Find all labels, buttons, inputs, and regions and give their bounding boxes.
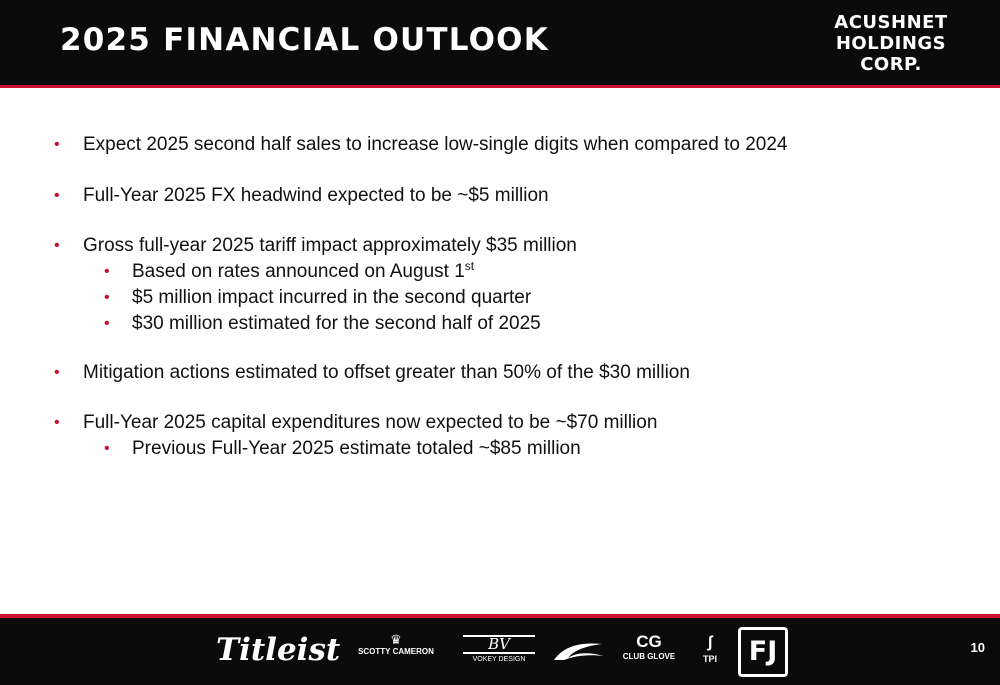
bullet-list: • Expect 2025 second half sales to incre… — [54, 134, 788, 459]
slide-title: 2025 FINANCIAL OUTLOOK — [60, 22, 549, 58]
brand-line-3: CORP. — [860, 54, 922, 75]
scotty-cameron-label: SCOTTY CAMERON — [358, 647, 434, 656]
vokey-logo: BV VOKEY DESIGN — [455, 635, 543, 663]
bullet-dot-icon: • — [54, 364, 60, 381]
bullet-text: $30 million estimated for the second hal… — [132, 313, 541, 334]
club-glove-label: CLUB GLOVE — [622, 652, 676, 661]
bullet-dot-icon: • — [104, 440, 110, 457]
brand-line-2: HOLDINGS — [835, 33, 947, 54]
header-red-rule — [0, 85, 1000, 88]
bullet-text: Mitigation actions estimated to offset g… — [83, 362, 690, 383]
crown-icon: ♛ — [390, 632, 402, 647]
bullet-text: Full-Year 2025 FX headwind expected to b… — [83, 185, 549, 206]
bullet-dot-icon: • — [104, 315, 110, 332]
bullet-superscript: st — [464, 259, 475, 273]
acushnet-logo: ACUSHNET HOLDINGS CORP. — [816, 12, 966, 75]
swoosh-icon — [554, 643, 604, 660]
bullet-text: Gross full-year 2025 tariff impact appro… — [83, 235, 577, 256]
header-band: 2025 FINANCIAL OUTLOOK ACUSHNET HOLDINGS… — [0, 0, 1000, 85]
tpi-logo: ʃ TPI — [697, 632, 723, 664]
bullet-dot-icon: • — [54, 187, 60, 204]
bullet-text: Expect 2025 second half sales to increas… — [83, 134, 788, 155]
footer-band: Titleist ♛ SCOTTY CAMERON BV VOKEY DESIG… — [0, 618, 1000, 685]
page-number: 10 — [970, 640, 985, 655]
bullet-text: Based on rates announced on August 1 — [132, 261, 465, 282]
bullet-text-wrap: Based on rates announced on August 1st — [132, 259, 475, 283]
brand-line-1: ACUSHNET — [834, 12, 948, 33]
scotty-cameron-logo: ♛ SCOTTY CAMERON — [351, 632, 441, 657]
vokey-label: VOKEY DESIGN — [472, 656, 526, 663]
bullet-dot-icon: • — [54, 136, 60, 153]
club-glove-logo: CG CLUB GLOVE — [616, 632, 682, 661]
bullet-dot-icon: • — [54, 414, 60, 431]
footer-red-rule — [0, 614, 1000, 618]
vokey-mark: BV — [463, 635, 535, 654]
bullet-text: Full-Year 2025 capital expenditures now … — [83, 412, 658, 433]
club-glove-mark: CG — [636, 632, 662, 651]
kjus-swoosh-logo — [552, 640, 606, 667]
bullet-text: $5 million impact incurred in the second… — [132, 287, 532, 308]
bullet-dot-icon: • — [104, 263, 110, 280]
bullet-text: Previous Full-Year 2025 estimate totaled… — [132, 438, 581, 459]
golfer-icon: ʃ — [707, 634, 713, 651]
footjoy-logo: FJ — [738, 627, 788, 677]
tpi-label: TPI — [702, 654, 717, 664]
bullet-dot-icon: • — [54, 237, 60, 254]
bullet-dot-icon: • — [104, 289, 110, 306]
titleist-logo: Titleist — [216, 632, 341, 668]
